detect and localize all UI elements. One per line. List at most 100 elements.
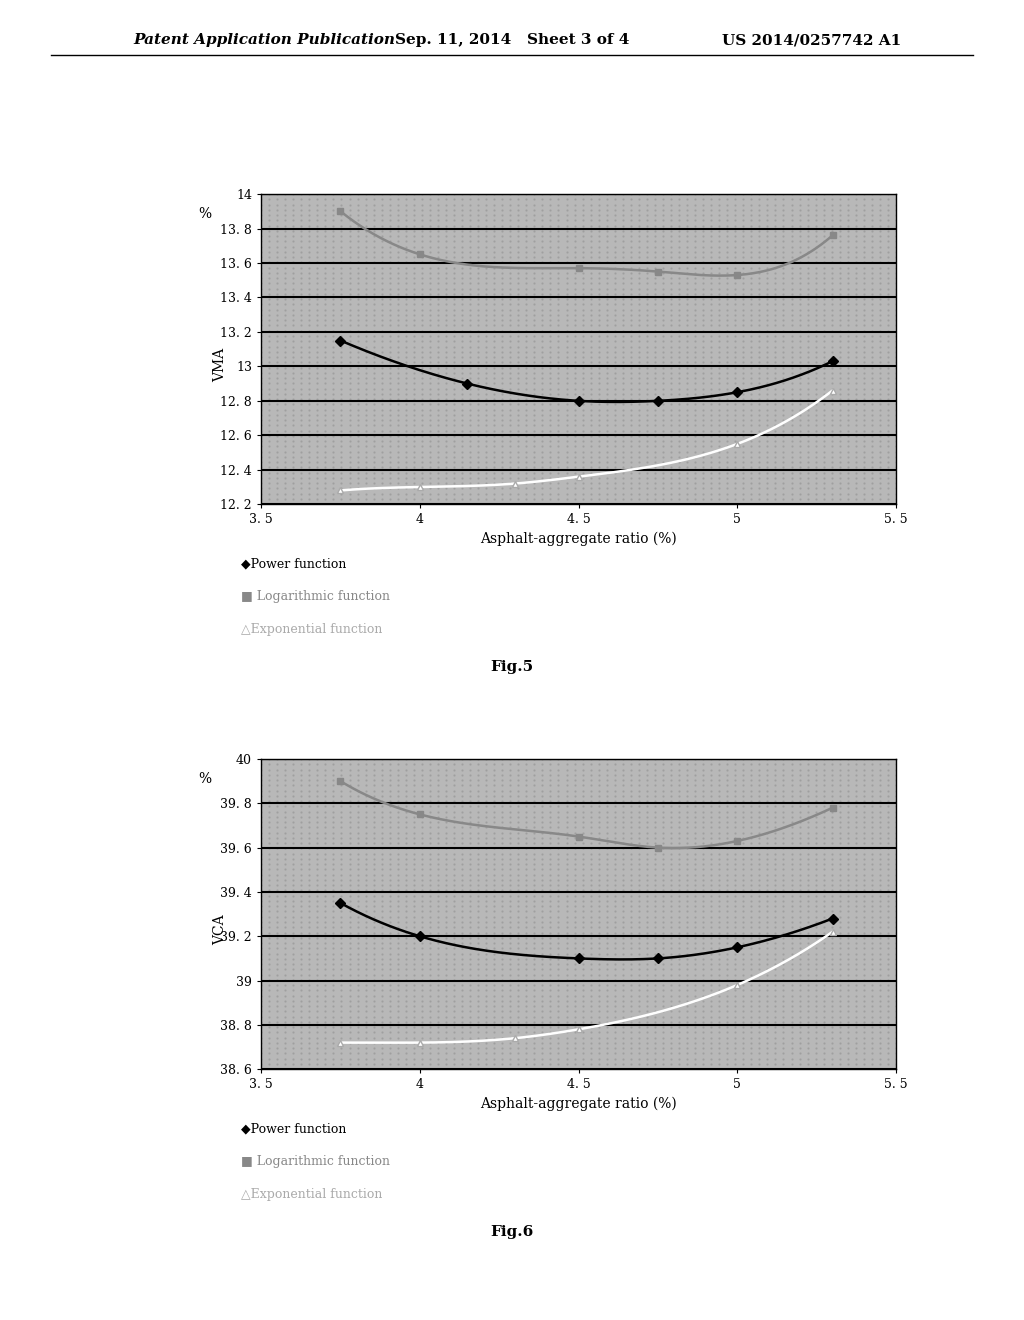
Point: [462, 754, 478, 775]
Point: [583, 990, 599, 1011]
Point: [397, 341, 414, 362]
Point: [598, 294, 614, 315]
Point: [301, 194, 317, 215]
Point: [631, 1016, 647, 1038]
Text: Sep. 11, 2014   Sheet 3 of 4: Sep. 11, 2014 Sheet 3 of 4: [395, 33, 629, 48]
Point: [543, 886, 559, 907]
Point: [702, 948, 719, 969]
Point: [430, 921, 446, 942]
Point: [815, 911, 831, 932]
Point: [815, 754, 831, 775]
Point: [711, 785, 727, 807]
Point: [767, 932, 783, 953]
Point: [711, 404, 727, 425]
Point: [880, 948, 896, 969]
Point: [623, 995, 639, 1016]
Point: [663, 488, 679, 510]
Point: [815, 257, 831, 279]
Point: [840, 388, 856, 409]
Point: [382, 337, 398, 358]
Point: [679, 780, 695, 801]
Point: [374, 300, 390, 321]
Point: [357, 902, 374, 923]
Point: [301, 937, 317, 958]
Point: [366, 770, 382, 791]
Point: [654, 305, 671, 326]
Point: [550, 367, 566, 388]
Point: [309, 194, 326, 215]
Point: [382, 494, 398, 515]
Point: [800, 425, 816, 446]
Point: [253, 488, 269, 510]
Point: [759, 414, 775, 436]
Point: [261, 321, 278, 342]
Point: [888, 775, 904, 796]
Point: [583, 273, 599, 294]
Point: [711, 932, 727, 953]
Point: [301, 880, 317, 902]
Point: [856, 886, 872, 907]
Point: [510, 430, 526, 451]
Point: [357, 801, 374, 822]
Point: [333, 838, 349, 859]
Point: [591, 362, 607, 383]
Point: [543, 995, 559, 1016]
Point: [454, 1001, 470, 1022]
Point: [687, 770, 703, 791]
Point: [333, 896, 349, 917]
Point: [397, 921, 414, 942]
Point: [711, 875, 727, 896]
Point: [438, 414, 455, 436]
Point: [518, 759, 535, 780]
Point: [333, 399, 349, 420]
Point: [702, 990, 719, 1011]
Point: [800, 1006, 816, 1027]
Point: [614, 759, 631, 780]
Point: [687, 1001, 703, 1022]
Point: [591, 378, 607, 399]
Point: [614, 1001, 631, 1022]
Point: [871, 372, 888, 393]
Point: [695, 969, 712, 990]
Point: [880, 388, 896, 409]
Point: [285, 205, 301, 226]
Point: [494, 247, 510, 268]
Point: [800, 257, 816, 279]
Point: [623, 321, 639, 342]
Point: [647, 189, 664, 210]
Point: [374, 916, 390, 937]
Point: [317, 436, 334, 457]
Point: [856, 457, 872, 478]
Point: [848, 880, 864, 902]
Point: [414, 927, 430, 948]
Point: [856, 189, 872, 210]
Point: [759, 891, 775, 912]
Point: [422, 843, 438, 865]
Point: [639, 748, 655, 770]
Point: [269, 210, 286, 231]
Point: [679, 315, 695, 337]
Point: [333, 478, 349, 499]
Point: [326, 337, 342, 358]
Point: [752, 1048, 768, 1069]
Point: [317, 849, 334, 870]
Point: [349, 236, 366, 257]
Point: [486, 1022, 503, 1043]
Point: [679, 451, 695, 473]
Point: [422, 372, 438, 393]
Point: [702, 812, 719, 833]
Point: [623, 838, 639, 859]
Point: [759, 942, 775, 964]
Point: [422, 1001, 438, 1022]
Point: [278, 404, 294, 425]
Point: [671, 822, 687, 843]
Point: [301, 247, 317, 268]
Point: [848, 242, 864, 263]
Point: [285, 310, 301, 331]
Point: [663, 875, 679, 896]
Point: [752, 785, 768, 807]
Point: [510, 859, 526, 880]
Point: [880, 801, 896, 822]
Point: [623, 326, 639, 347]
Point: [550, 902, 566, 923]
